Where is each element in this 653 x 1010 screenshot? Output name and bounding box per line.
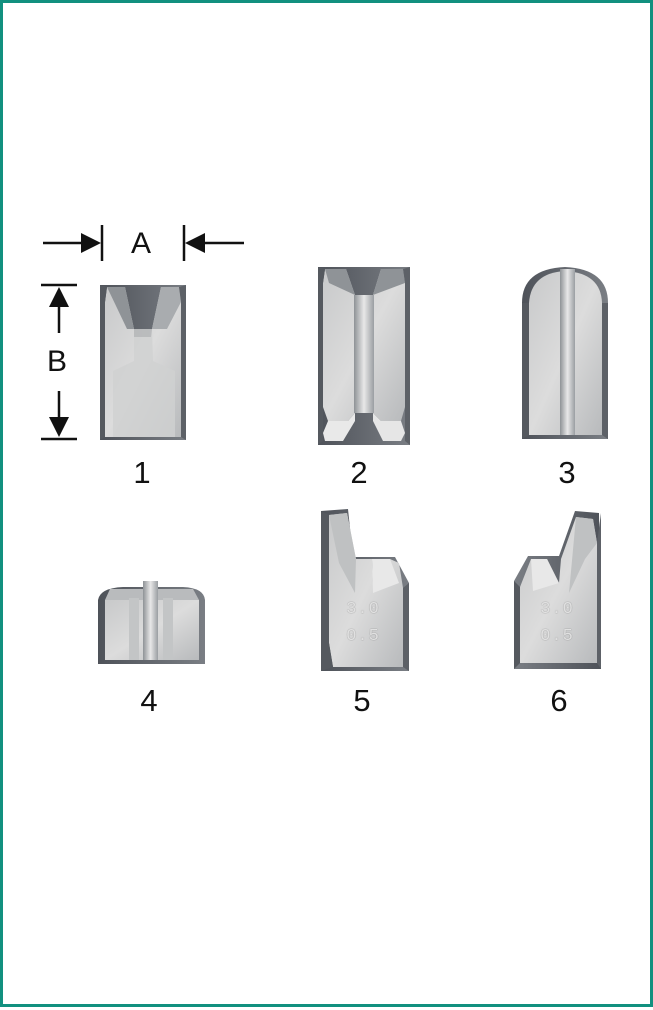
dimension-b [41,283,77,441]
part-number-6: 6 [550,683,568,718]
part-6-engraving-line-1: 3.0 [540,600,574,619]
part-number-4: 4 [140,683,158,718]
blade-part-6 [514,511,601,669]
part-number-3: 3 [558,455,576,490]
blades-illustration [41,225,608,671]
part-6-engraving-line-2: 0.5 [540,627,574,646]
blade-part-3 [522,267,608,439]
arrow-left-icon [182,225,244,261]
blade-part-2 [318,267,410,445]
part-5-engraving-line-2: 0.5 [346,627,380,646]
part-number-1: 1 [133,455,151,490]
blade-part-4 [98,581,205,664]
part-number-2: 2 [350,455,368,490]
arrow-up-icon [49,287,69,333]
dimension-a [43,225,244,261]
dimension-b-label: B [47,345,68,378]
arrow-down-icon [49,391,69,437]
blade-part-5 [321,509,409,671]
part-number-5: 5 [353,683,371,718]
dimension-a-label: A [131,227,152,260]
part-5-engraving-line-1: 3.0 [346,600,380,619]
blade-part-1 [100,285,186,440]
arrow-right-icon [43,225,104,261]
